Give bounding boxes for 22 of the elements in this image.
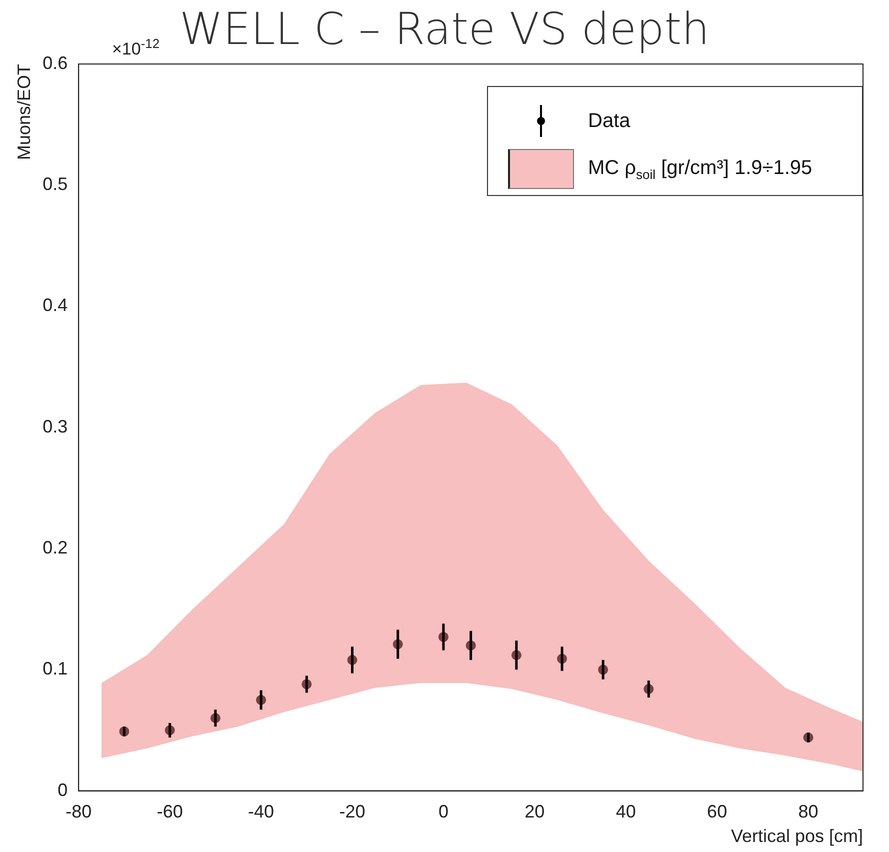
y-tick-label: 0.4 bbox=[42, 295, 68, 316]
y-tick-label: 0 bbox=[58, 780, 68, 800]
x-tick-label: 60 bbox=[707, 802, 728, 822]
x-tick-label: 0 bbox=[438, 802, 448, 822]
y-tick-label: 0.6 bbox=[42, 52, 68, 73]
x-tick-label: -80 bbox=[66, 802, 92, 822]
x-tick-label: 40 bbox=[616, 802, 636, 822]
y-tick-label: 0.2 bbox=[42, 538, 68, 558]
x-tick-label: -60 bbox=[156, 802, 183, 822]
x-axis-title: Vertical pos [cm] bbox=[730, 826, 863, 846]
y-tick-label: 0.1 bbox=[42, 658, 68, 679]
x-tick-label: -20 bbox=[339, 802, 366, 822]
x-tick-label: 80 bbox=[798, 802, 818, 822]
x-tick-label: -40 bbox=[248, 802, 274, 822]
y-axis-title: Muons/EOT bbox=[14, 64, 34, 160]
x-tick-label: 20 bbox=[524, 802, 545, 822]
legend-label: Data bbox=[588, 110, 630, 132]
text: ×10$^{-12}$ bbox=[112, 36, 160, 60]
chart-title: WELL C – Rate VS depth bbox=[180, 4, 710, 55]
y-tick-label: 0.3 bbox=[42, 416, 68, 436]
legend-label: MC ρ$_{soil}$ [gr/cm³] 1.9÷1.95 bbox=[588, 156, 812, 182]
y-tick-label: 0.5 bbox=[42, 174, 68, 194]
